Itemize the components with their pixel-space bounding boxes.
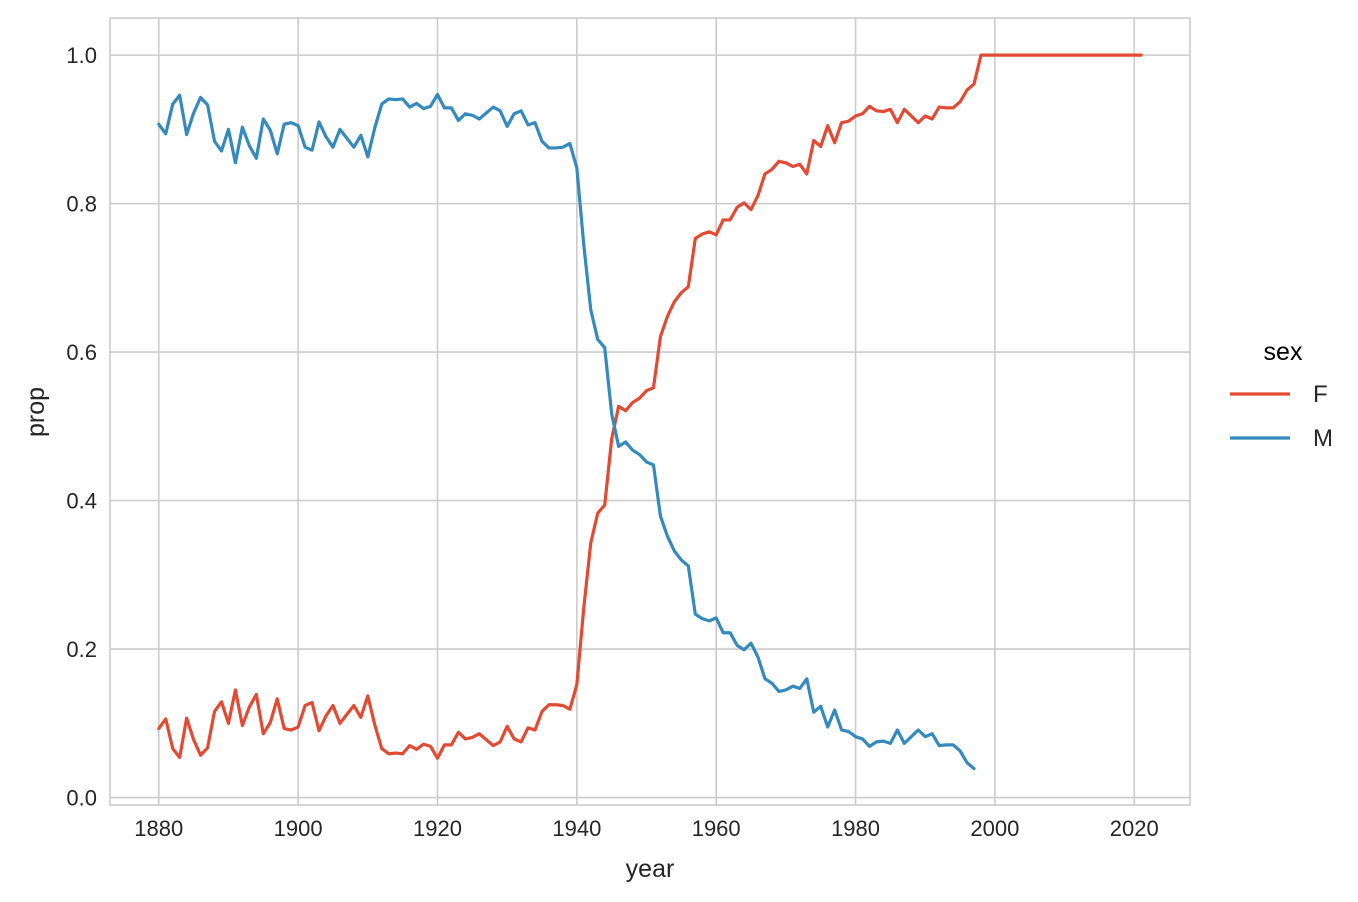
x-tick-label: 2000 <box>970 816 1019 841</box>
legend-title: sex <box>1264 338 1303 366</box>
legend-label-f: F <box>1313 381 1328 408</box>
x-tick-label: 1900 <box>274 816 323 841</box>
legend: sex FM <box>1230 338 1333 452</box>
x-axis-title: year <box>626 855 675 883</box>
y-tick-label: 0.6 <box>66 340 97 365</box>
y-tick-labels: 0.0 0.2 0.4 0.6 0.8 1.0 <box>66 43 97 810</box>
y-tick-label: 0.8 <box>66 192 97 217</box>
series-line-m <box>157 92 976 771</box>
x-tick-label: 2020 <box>1110 816 1159 841</box>
x-grid <box>157 18 1136 805</box>
legend-label-m: M <box>1313 425 1333 452</box>
series-line-f <box>157 53 1143 760</box>
y-tick-label: 1.0 <box>66 43 97 68</box>
x-tick-label: 1940 <box>552 816 601 841</box>
y-tick-label: 0.0 <box>66 786 97 811</box>
series-layer <box>157 53 1143 771</box>
x-tick-label: 1880 <box>134 816 183 841</box>
x-tick-label: 1920 <box>413 816 462 841</box>
plot-area <box>109 17 1191 806</box>
y-tick-label: 0.2 <box>66 637 97 662</box>
x-tick-label: 1960 <box>692 816 741 841</box>
y-axis-title: prop <box>22 387 50 437</box>
y-tick-label: 0.4 <box>66 489 97 514</box>
x-tick-label: 1980 <box>831 816 880 841</box>
x-tick-labels: 1880 1900 1920 1940 1960 1980 2000 2020 <box>134 816 1158 841</box>
legend-items: FM <box>1230 381 1333 452</box>
